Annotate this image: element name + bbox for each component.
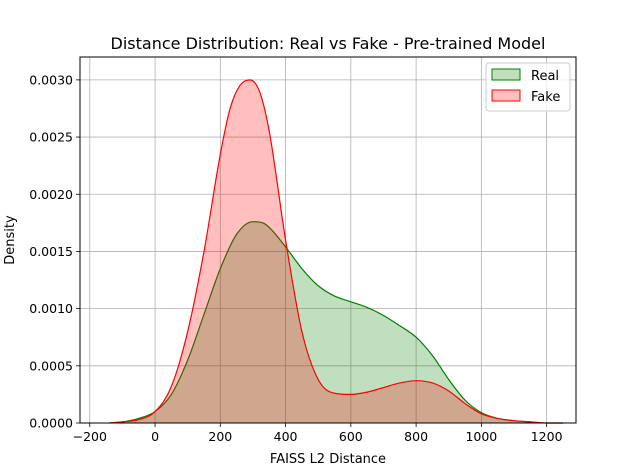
y-axis: 0.0000 0.0005 0.0010 0.0015 0.0020 0.0025 0.00… — [29, 72, 80, 431]
x-tick-label: 600 — [339, 429, 363, 444]
x-tick-label: 400 — [274, 429, 298, 444]
y-axis-label: Density — [3, 215, 18, 265]
plot-frame — [79, 56, 577, 424]
legend-swatch-fake — [491, 89, 521, 102]
y-tick-label: 0.0000 — [29, 416, 73, 431]
legend-frame — [485, 62, 571, 112]
density-line-real — [109, 221, 563, 424]
x-tick-label: 800 — [404, 429, 428, 444]
legend-swatch-real — [491, 68, 521, 81]
grid — [80, 57, 576, 424]
area-fill-fake — [109, 79, 563, 423]
y-tick-label: 0.0030 — [29, 72, 73, 87]
x-axis-label: FAISS L2 Distance — [270, 452, 386, 467]
x-tick-label: 1200 — [531, 429, 563, 444]
y-tick-label: 0.0010 — [29, 301, 73, 316]
x-tick-label: 1000 — [465, 429, 497, 444]
legend-label-fake: Fake — [531, 90, 560, 105]
legend: Real Fake — [485, 62, 571, 112]
density-line-fake — [109, 79, 563, 424]
legend-label-real: Real — [531, 69, 559, 84]
area-fill-real — [109, 221, 563, 423]
x-tick-label: −200 — [73, 429, 107, 444]
y-tick-label: 0.0015 — [29, 244, 73, 259]
chart-title: Distance Distribution: Real vs Fake - Pr… — [111, 34, 546, 53]
x-tick-label: 0 — [151, 429, 159, 444]
y-tick-label: 0.0020 — [29, 187, 73, 202]
x-axis: −200 0 200 400 600 800 1000 1200 — [73, 423, 563, 444]
density-areas — [109, 79, 563, 424]
y-tick-label: 0.0025 — [29, 130, 73, 145]
y-tick-label: 0.0005 — [29, 358, 73, 373]
x-tick-label: 200 — [208, 429, 232, 444]
